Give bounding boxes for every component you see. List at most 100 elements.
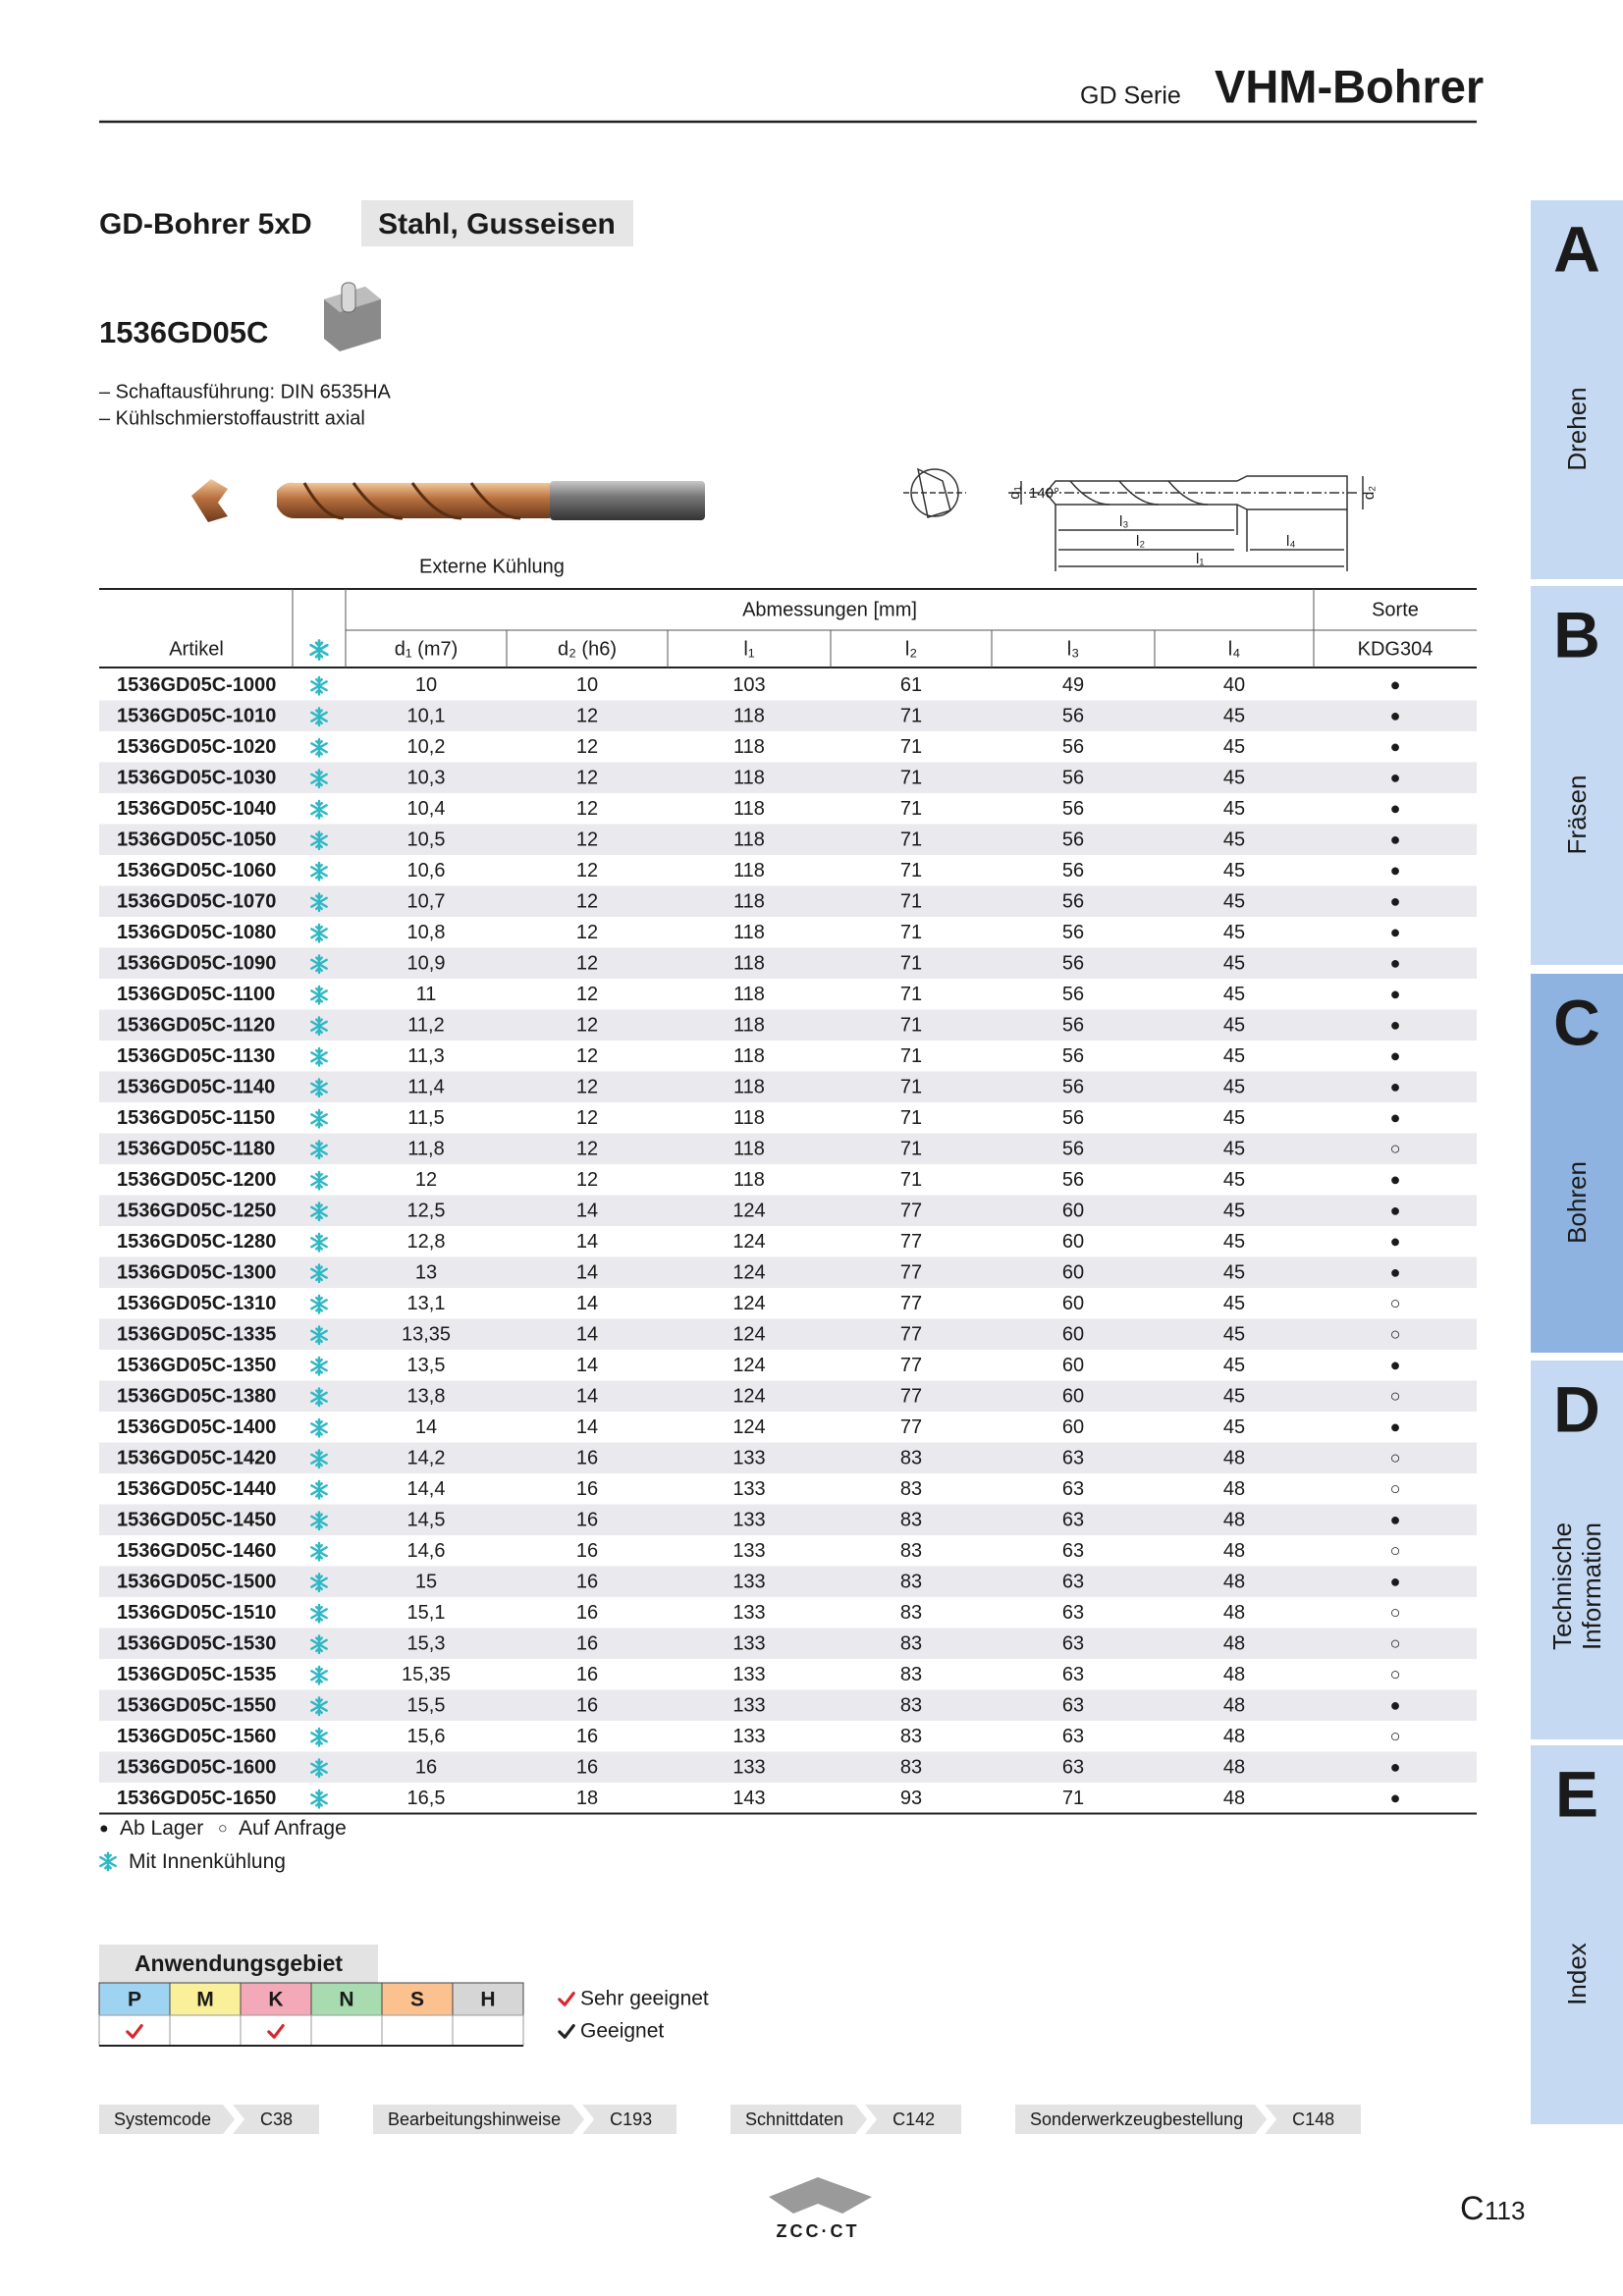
link-bg[interactable] [99,2105,319,2134]
cell: 71 [900,984,922,1005]
cell: 60 [1062,1416,1084,1438]
cell: 77 [900,1386,922,1408]
cell: 12 [576,1107,598,1129]
cell: 118 [733,1077,765,1098]
cell: 48 [1223,1633,1245,1655]
tab-name[interactable]: Information [1577,1522,1606,1650]
section-tab[interactable]: C Bohren [1531,974,1623,1353]
tab-name[interactable]: Fräsen [1562,775,1592,855]
cell: 77 [900,1355,922,1376]
section-tab[interactable]: A Drehen [1531,200,1623,579]
link-chevron [1255,2105,1277,2134]
cell: 10 [415,674,437,696]
check-very-suitable [558,1992,575,2006]
cell: 10,9 [407,953,446,975]
cell: 60 [1062,1386,1084,1408]
cell: 45 [1223,953,1245,975]
tab-name[interactable]: Drehen [1562,387,1592,470]
link-page[interactable]: C193 [610,2109,652,2129]
tab-bg[interactable] [1531,200,1623,579]
link-button[interactable]: Bearbeitungshinweise C193 [373,2105,676,2134]
link-label[interactable]: Schnittdaten [745,2109,843,2129]
cell: 118 [733,768,765,789]
cell: 11,5 [407,1107,444,1129]
availability: ● [1390,1572,1401,1591]
cell: 12 [576,1015,598,1037]
link-button[interactable]: Sonderwerkzeugbestellung C148 [1015,2105,1361,2134]
cell: 63 [1062,1540,1084,1562]
cell: 93 [900,1788,922,1809]
tab-name[interactable]: Bohren [1562,1161,1592,1244]
link-bg[interactable] [730,2105,961,2134]
cell: 45 [1223,1015,1245,1037]
cell: 13 [415,1262,437,1284]
group-check-cell [452,2014,524,2047]
cell: 45 [1223,1045,1245,1067]
cell: 118 [733,736,765,758]
link-chevron [223,2105,245,2134]
tab-letter[interactable]: A [1553,212,1600,285]
link-label[interactable]: Systemcode [114,2109,211,2129]
section-tab[interactable]: E Index [1531,1745,1623,2124]
cell: 118 [733,829,765,851]
row-shade [99,762,1477,793]
link-page[interactable]: C142 [893,2109,935,2129]
link-button[interactable]: Systemcode C38 [99,2105,319,2134]
cell: 12 [576,1169,598,1191]
tab-bg[interactable] [1531,1745,1623,2124]
cell: 56 [1062,922,1084,943]
tab-bg[interactable] [1531,974,1623,1353]
availability: ● [1390,706,1401,725]
legend-text: Geeignet [580,2020,664,2043]
availability: ● [1390,923,1401,942]
tab-bg[interactable] [1531,586,1623,965]
link-bg[interactable] [1015,2105,1361,2134]
cell: 12 [576,768,598,789]
link-label[interactable]: Sonderwerkzeugbestellung [1030,2109,1243,2129]
cell: 56 [1062,1045,1084,1067]
cell: 13,35 [402,1324,451,1346]
cell: 15,35 [402,1664,451,1685]
cell: 12 [415,1169,437,1191]
cell: 133 [732,1540,765,1562]
tab-name[interactable]: Index [1562,1943,1592,2005]
cell: 45 [1223,1293,1245,1314]
link-bg[interactable] [373,2105,676,2134]
link-button[interactable]: Schnittdaten C142 [730,2105,961,2134]
section-tab[interactable]: B Fräsen [1531,586,1623,965]
group-label: S [410,1989,424,2011]
link-page[interactable]: C38 [260,2109,293,2129]
tab-name[interactable]: Technische [1547,1522,1577,1650]
cell: 83 [900,1540,922,1562]
cell: 143 [732,1788,765,1809]
cell: 14,5 [407,1510,446,1531]
link-label[interactable]: Bearbeitungshinweise [388,2109,561,2129]
link-page[interactable]: C148 [1292,2109,1334,2129]
cell: 124 [732,1201,765,1222]
group-cell [240,1982,312,2016]
logo-mark [769,2177,872,2214]
tab-bg[interactable] [1531,1361,1623,1739]
cell: 48 [1223,1726,1245,1747]
article-number: 1536GD05C-1530 [117,1633,276,1655]
article-number: 1536GD05C-1000 [117,674,276,696]
availability: ● [1390,1695,1401,1715]
cell: 77 [900,1416,922,1438]
cell: 118 [733,706,765,727]
legend-text: Auf Anfrage [239,1817,347,1840]
availability: ○ [1390,1448,1401,1468]
tab-letter[interactable]: B [1553,598,1600,670]
cell: 133 [732,1478,765,1500]
column-header: d₂ (h6) [558,638,617,660]
tab-letter[interactable]: E [1555,1757,1598,1830]
series: GD Serie [1080,82,1181,110]
link-chevron [572,2105,595,2134]
article-number: 1536GD05C-1300 [117,1262,276,1284]
tab-letter[interactable]: D [1553,1372,1600,1445]
availability: ● [1390,1757,1401,1777]
article-number: 1536GD05C-1440 [117,1478,276,1500]
row-shade [99,1628,1477,1659]
tab-letter[interactable]: C [1553,986,1600,1058]
section-tab[interactable]: D Technische Information [1531,1361,1623,1739]
